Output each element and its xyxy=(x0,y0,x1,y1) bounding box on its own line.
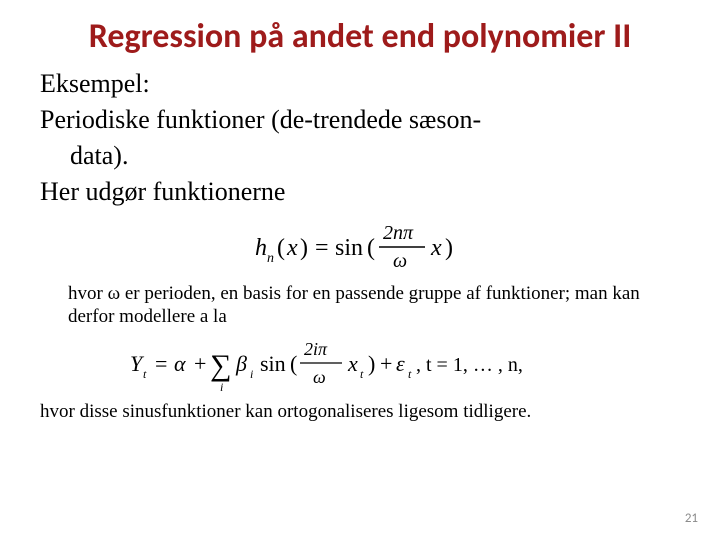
svg-text:sin: sin xyxy=(335,235,363,261)
paragraph-3: hvor disse sinusfunktioner kan ortogonal… xyxy=(40,401,680,424)
svg-text:): ) xyxy=(300,235,308,261)
paragraph-2: hvor ω er perioden, en basis for en pass… xyxy=(68,283,680,329)
svg-text:+: + xyxy=(194,351,206,376)
svg-text:=: = xyxy=(315,235,329,261)
svg-text:+: + xyxy=(380,351,392,376)
page-number: 21 xyxy=(685,511,698,526)
svg-text:n: n xyxy=(267,251,274,266)
svg-text:t: t xyxy=(143,367,147,381)
svg-text:(: ( xyxy=(367,235,375,261)
formula-1: h n ( x ) = sin ( 2nπ ω x ) xyxy=(40,219,680,275)
periodic-line-2: data). xyxy=(40,141,680,171)
svg-text:, t = 1, … , n,: , t = 1, … , n, xyxy=(416,354,523,376)
svg-text:ε: ε xyxy=(396,351,405,376)
svg-text:2iπ: 2iπ xyxy=(304,339,328,359)
svg-text:x: x xyxy=(286,235,298,261)
svg-text:t: t xyxy=(360,367,364,381)
periodic-line-1: Periodiske funktioner (de-trendede sæson… xyxy=(40,105,680,135)
svg-text:i: i xyxy=(220,380,223,394)
svg-text:h: h xyxy=(255,235,267,261)
svg-text:): ) xyxy=(368,351,375,376)
svg-text:): ) xyxy=(445,235,453,261)
svg-text:ω: ω xyxy=(313,367,326,387)
svg-text:i: i xyxy=(250,367,253,381)
formula-2: Y t = α + ∑ i β i sin ( 2iπ ω x t ) + ε … xyxy=(130,337,680,395)
svg-text:ω: ω xyxy=(393,250,407,272)
svg-text:(: ( xyxy=(277,235,285,261)
example-label: Eksempel: xyxy=(40,69,680,99)
svg-text:(: ( xyxy=(290,351,297,376)
her-line: Her udgør funktionerne xyxy=(40,177,680,207)
svg-text:∑: ∑ xyxy=(210,349,231,382)
para2-a: hvor ω er perioden, xyxy=(68,283,216,304)
svg-text:sin: sin xyxy=(260,351,286,376)
svg-text:α: α xyxy=(174,351,186,376)
svg-text:x: x xyxy=(347,351,358,376)
svg-text:β: β xyxy=(235,351,247,376)
svg-text:t: t xyxy=(408,367,412,381)
svg-text:x: x xyxy=(430,235,442,261)
svg-text:2nπ: 2nπ xyxy=(383,222,414,244)
svg-text:=: = xyxy=(155,351,167,376)
slide-title: Regression på andet end polynomier II xyxy=(40,18,680,55)
